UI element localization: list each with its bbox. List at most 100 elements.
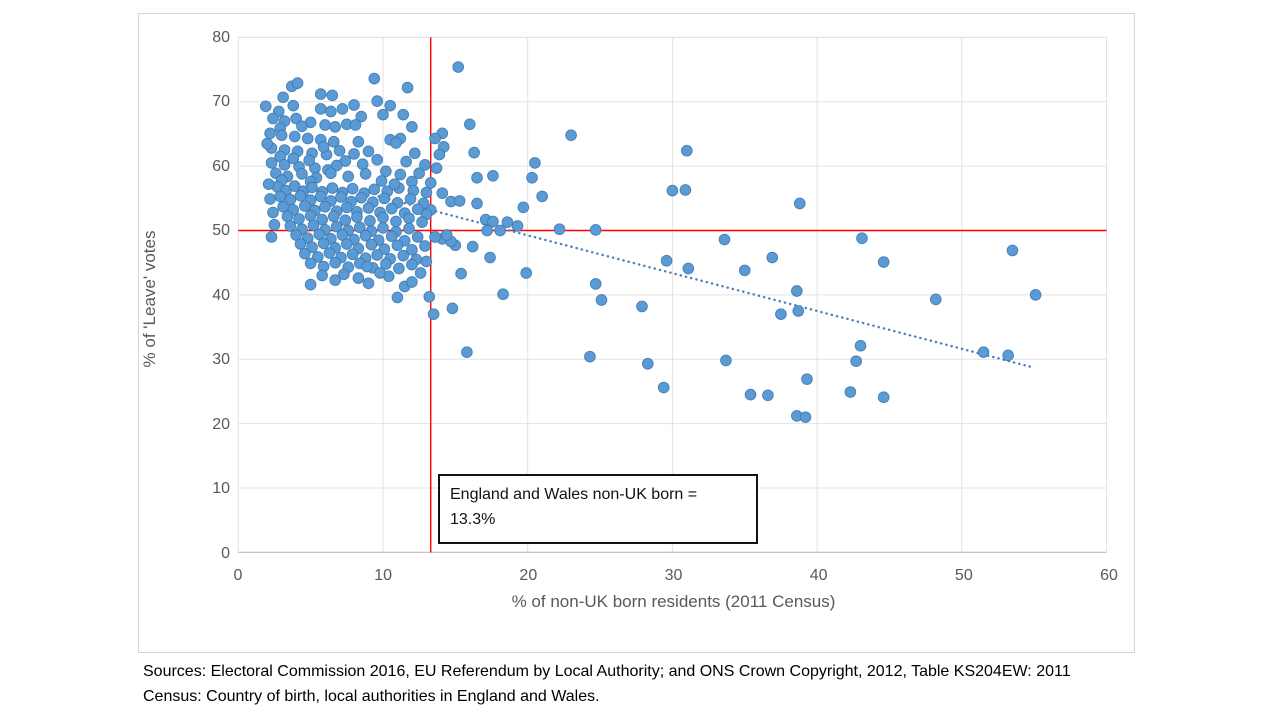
data-point bbox=[296, 168, 308, 180]
data-point bbox=[420, 186, 433, 199]
data-point bbox=[329, 121, 342, 133]
data-point bbox=[536, 190, 548, 203]
data-point bbox=[660, 254, 673, 267]
data-point bbox=[290, 112, 302, 125]
data-point bbox=[390, 137, 402, 149]
data-point bbox=[793, 197, 806, 210]
data-point bbox=[361, 260, 373, 273]
data-point bbox=[529, 157, 541, 169]
data-point bbox=[333, 144, 346, 157]
data-point bbox=[877, 391, 890, 404]
data-point bbox=[679, 184, 692, 196]
data-point bbox=[380, 165, 392, 178]
data-point bbox=[261, 137, 274, 150]
data-point bbox=[265, 157, 278, 169]
chart-frame: 0 10 20 30 40 50 60 0 10 20 30 40 50 60 70 80 % of 'Le… bbox=[138, 13, 1135, 653]
data-point bbox=[306, 241, 318, 254]
data-point bbox=[362, 202, 375, 214]
data-point bbox=[352, 272, 365, 284]
data-point bbox=[326, 182, 339, 194]
x-axis-title: % of non-UK born residents (2011 Census) bbox=[511, 592, 836, 611]
data-point bbox=[287, 152, 300, 165]
data-point bbox=[481, 224, 493, 237]
data-point bbox=[801, 373, 813, 386]
data-point bbox=[762, 389, 774, 402]
data-point bbox=[314, 190, 327, 203]
data-point bbox=[378, 192, 391, 205]
data-point bbox=[452, 61, 465, 73]
data-point bbox=[274, 190, 287, 203]
data-point bbox=[298, 247, 311, 260]
data-point bbox=[349, 119, 362, 131]
data-point bbox=[368, 72, 381, 85]
data-point bbox=[384, 99, 397, 112]
data-point bbox=[362, 145, 375, 158]
sources-line1: Sources: Electoral Commission 2016, EU R… bbox=[143, 663, 1071, 680]
data-point bbox=[355, 191, 368, 204]
data-point bbox=[364, 215, 376, 227]
data-point bbox=[419, 159, 431, 171]
data-point bbox=[340, 238, 353, 250]
data-point bbox=[359, 229, 372, 242]
data-point bbox=[744, 388, 757, 401]
data-point bbox=[799, 411, 812, 423]
annotation-line2: 13.3% bbox=[450, 510, 496, 528]
data-point bbox=[374, 267, 386, 279]
data-point bbox=[325, 167, 337, 180]
data-point bbox=[325, 105, 337, 118]
data-point bbox=[327, 135, 340, 148]
data-point bbox=[288, 130, 301, 143]
data-point bbox=[303, 154, 315, 167]
data-point bbox=[718, 233, 731, 246]
data-point bbox=[401, 81, 414, 94]
scatter-plot bbox=[237, 36, 1108, 553]
data-point bbox=[385, 230, 398, 243]
data-point bbox=[463, 118, 476, 131]
data-point bbox=[636, 300, 648, 313]
data-point bbox=[1002, 349, 1014, 362]
data-point bbox=[406, 258, 418, 271]
data-point bbox=[844, 386, 857, 398]
data-point bbox=[408, 147, 421, 160]
data-point bbox=[329, 274, 342, 286]
data-point bbox=[487, 215, 499, 228]
data-point bbox=[487, 169, 499, 182]
data-point bbox=[319, 119, 331, 131]
data-point bbox=[877, 256, 890, 268]
data-point bbox=[791, 285, 803, 297]
data-point bbox=[294, 238, 307, 250]
sources-caption: Sources: Electoral Commission 2016, EU R… bbox=[143, 660, 1153, 710]
data-point bbox=[326, 89, 339, 102]
data-point bbox=[423, 290, 436, 303]
data-point bbox=[589, 224, 602, 236]
data-point bbox=[390, 215, 402, 228]
data-point bbox=[275, 129, 288, 142]
data-point bbox=[336, 103, 349, 115]
data-point bbox=[304, 257, 317, 270]
data-point bbox=[391, 291, 404, 304]
data-point bbox=[317, 237, 330, 250]
data-point bbox=[466, 240, 479, 253]
data-point bbox=[268, 218, 281, 231]
data-point bbox=[262, 178, 275, 191]
data-point bbox=[304, 278, 317, 291]
data-point bbox=[265, 231, 278, 243]
data-point bbox=[977, 346, 990, 358]
data-point bbox=[355, 110, 368, 123]
data-point bbox=[404, 193, 417, 205]
data-point bbox=[406, 121, 418, 133]
sources-line2: Census: Country of birth, local authorit… bbox=[143, 687, 600, 705]
data-point bbox=[429, 132, 441, 145]
data-point bbox=[393, 262, 405, 275]
data-point bbox=[440, 229, 453, 241]
data-point bbox=[657, 381, 670, 394]
data-point bbox=[553, 223, 566, 236]
data-point bbox=[348, 148, 360, 160]
data-point bbox=[429, 231, 441, 243]
data-point bbox=[406, 243, 418, 256]
data-point bbox=[854, 339, 867, 352]
data-point bbox=[377, 211, 389, 224]
data-point bbox=[293, 213, 305, 225]
data-point bbox=[501, 216, 514, 228]
